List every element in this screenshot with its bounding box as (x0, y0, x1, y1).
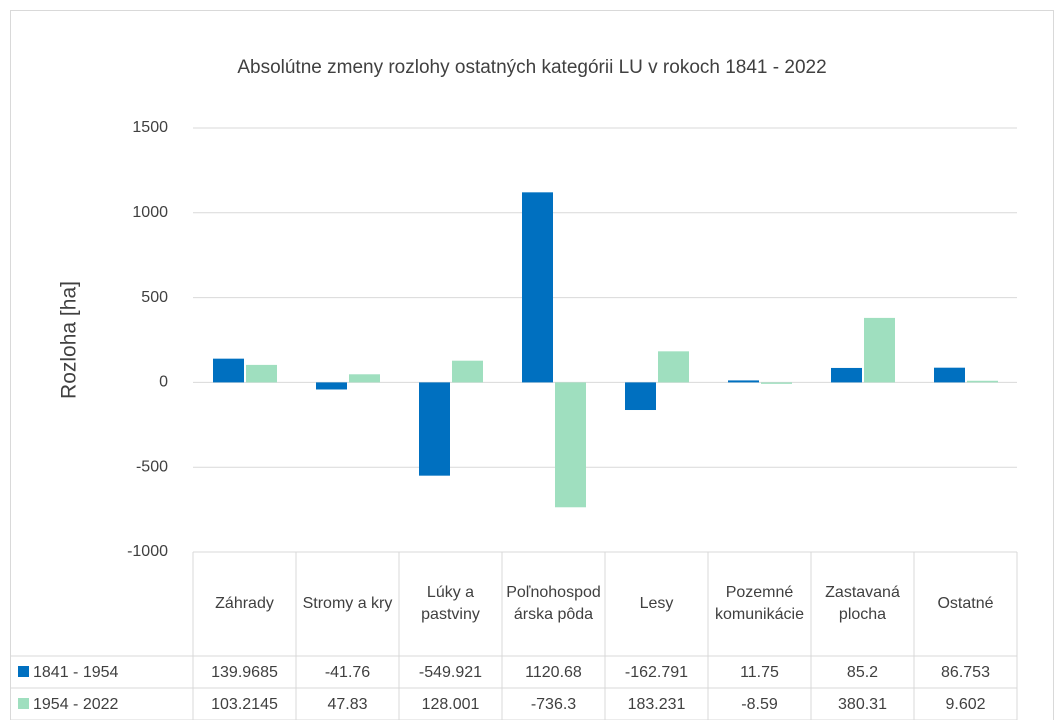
bar (316, 382, 347, 390)
x-tick-label: Stromy a kry (302, 595, 393, 612)
x-tick-label: Lúky a pastviny (421, 584, 480, 623)
table-value: 86.753 (941, 664, 990, 681)
table-value: 128.001 (422, 696, 480, 713)
table-value: 1120.68 (525, 664, 582, 681)
category-cell: Stromy a kry (302, 595, 393, 612)
legend-label: 1841 - 1954 (33, 664, 119, 681)
y-tick-label: -1000 (127, 543, 168, 560)
table-value: 103.2145 (211, 696, 278, 713)
bar (419, 382, 450, 476)
table-value: -736.3 (531, 696, 576, 713)
x-tick-label: Ostatné (937, 595, 994, 612)
bar (934, 367, 965, 383)
category-cell: Lúky a pastviny (421, 584, 480, 623)
x-tick-label: Pozemné komunikácie (715, 584, 804, 623)
bar (452, 360, 483, 383)
bar (864, 317, 895, 383)
table-value: 183.231 (628, 696, 686, 713)
y-tick-label: -500 (136, 458, 168, 475)
y-tick-label: 1000 (132, 204, 168, 221)
bar (658, 351, 689, 383)
table-value: 47.83 (327, 696, 367, 713)
legend-swatch (18, 666, 29, 677)
y-axis-label: Rozloha [ha] (58, 281, 81, 399)
category-cell: Ostatné (937, 595, 994, 612)
legend-swatch (18, 698, 29, 709)
chart-title: Absolútne zmeny rozlohy ostatných kategó… (237, 57, 826, 78)
category-cell: Zastavaná plocha (825, 584, 900, 623)
table-value: 139.9685 (211, 664, 278, 681)
bar (761, 382, 792, 384)
bar (246, 364, 277, 383)
y-tick-label: 500 (141, 289, 168, 306)
bar (967, 380, 998, 383)
x-tick-label: Záhrady (215, 595, 274, 612)
bar (728, 380, 759, 383)
category-cell: Pozemné komunikácie (715, 584, 804, 623)
table-value: -8.59 (741, 696, 778, 713)
table-value: -41.76 (325, 664, 370, 681)
x-tick-label: Poľnohospodárska pôda (506, 584, 601, 623)
table-value: 11.75 (740, 664, 779, 681)
y-tick-label: 1500 (132, 119, 168, 136)
bar (213, 358, 244, 383)
bar (555, 382, 586, 508)
category-cell: Poľnohospodárska pôda (506, 584, 601, 623)
x-tick-label: Zastavaná plocha (825, 584, 900, 623)
table-value: 9.602 (945, 696, 985, 713)
bar (522, 192, 553, 383)
table-value: 380.31 (838, 696, 887, 713)
table-value: -162.791 (625, 664, 688, 681)
legend-label: 1954 - 2022 (33, 696, 119, 713)
x-tick-label: Lesy (639, 595, 674, 612)
table-value: -549.921 (419, 664, 482, 681)
y-tick-label: 0 (159, 374, 168, 391)
bar (831, 367, 862, 383)
category-cell: Záhrady (215, 595, 274, 612)
bar (625, 382, 656, 411)
category-cell: Lesy (639, 595, 674, 612)
bar (349, 374, 380, 383)
table-value: 85.2 (847, 664, 878, 681)
